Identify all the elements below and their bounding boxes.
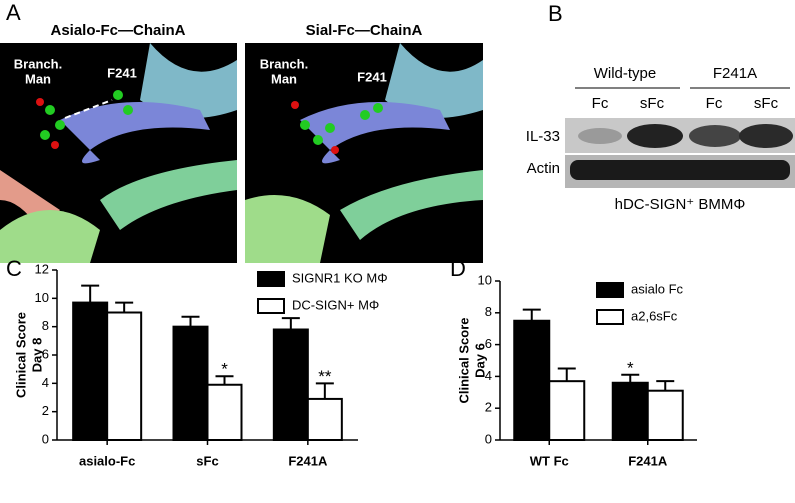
bar <box>106 311 143 441</box>
structure-title: Asialo-Fc—ChainA <box>50 22 185 39</box>
x-tick-label: F241A <box>628 453 668 468</box>
bar <box>306 397 343 441</box>
legend-swatch <box>596 282 624 298</box>
y-axis-label: Day 6 <box>472 343 487 378</box>
blot-image <box>565 118 795 188</box>
site-label: Branch. <box>14 56 62 71</box>
legend-swatch <box>257 271 285 287</box>
row-label: Actin <box>527 160 560 177</box>
y-tick-label: 6 <box>42 346 49 361</box>
x-tick-label: WT Fc <box>530 453 569 468</box>
bar <box>206 383 243 441</box>
y-tick-label: 10 <box>478 272 492 287</box>
structure-image <box>245 43 483 263</box>
significance-label: * <box>221 360 228 379</box>
structure-title: Sial-Fc—ChainA <box>306 22 423 39</box>
panel-letter: B <box>548 1 563 26</box>
bar <box>611 381 649 442</box>
site-label: Man <box>25 71 51 86</box>
legend-label: asialo Fc <box>631 281 684 296</box>
site-label: Man <box>271 71 297 86</box>
residue-label: F241 <box>107 65 137 80</box>
legend-swatch <box>596 309 624 325</box>
significance-label: ** <box>318 367 332 386</box>
legend-swatch <box>257 298 285 314</box>
bar <box>513 319 551 441</box>
panel-letter: A <box>6 0 21 25</box>
y-tick-label: 4 <box>485 368 492 383</box>
legend-label: DC-SIGN+ MΦ <box>292 297 379 312</box>
y-tick-label: 8 <box>42 318 49 333</box>
blot-caption: hDC-SIGN⁺ BMMΦ <box>615 196 746 213</box>
lane-label: sFc <box>754 95 779 112</box>
y-tick-label: 0 <box>485 431 492 446</box>
y-tick-label: 2 <box>485 400 492 415</box>
group-label: F241A <box>713 65 757 82</box>
y-axis-label: Clinical Score <box>13 312 28 398</box>
site-label: Branch. <box>260 56 308 71</box>
legend-label: a2,6sFc <box>631 308 678 323</box>
y-tick-label: 8 <box>485 304 492 319</box>
y-tick-label: 2 <box>42 403 49 418</box>
lane-label: Fc <box>592 95 609 112</box>
y-axis-label: Clinical Score <box>456 318 471 404</box>
bar <box>72 301 109 442</box>
row-label: IL-33 <box>526 128 560 145</box>
legend-label: SIGNR1 KO MΦ <box>292 270 388 285</box>
bar <box>548 380 586 442</box>
significance-label: * <box>627 358 634 377</box>
y-tick-label: 6 <box>485 336 492 351</box>
y-tick-label: 4 <box>42 375 49 390</box>
group-label: Wild-type <box>594 65 657 82</box>
y-tick-label: 0 <box>42 431 49 446</box>
residue-label: F241 <box>357 69 387 84</box>
x-tick-label: sFc <box>196 453 218 468</box>
y-tick-label: 10 <box>35 290 49 305</box>
y-tick-label: 12 <box>35 261 49 276</box>
lane-label: Fc <box>706 95 723 112</box>
x-tick-label: F241A <box>288 453 328 468</box>
structure-image <box>0 43 237 263</box>
panel-letter: D <box>450 256 466 281</box>
y-axis-label: Day 8 <box>29 338 44 373</box>
x-tick-label: asialo-Fc <box>79 453 135 468</box>
bar <box>646 389 684 441</box>
lane-label: sFc <box>640 95 665 112</box>
bar <box>172 325 209 441</box>
bar <box>272 328 309 441</box>
panel-letter: C <box>6 256 22 281</box>
